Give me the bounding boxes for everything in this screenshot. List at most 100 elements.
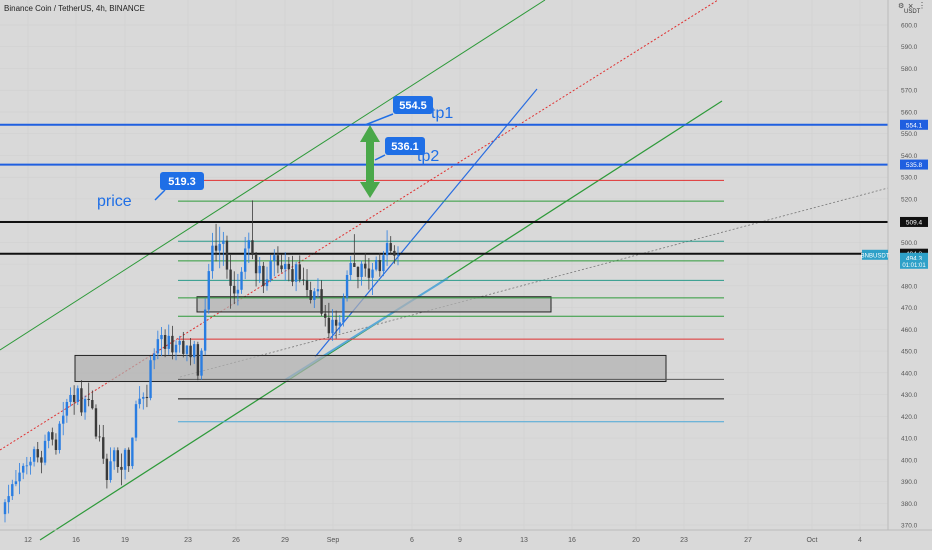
candle[interactable] xyxy=(280,254,283,273)
candle[interactable] xyxy=(174,340,178,361)
candle[interactable] xyxy=(94,404,98,440)
candle[interactable] xyxy=(58,421,61,454)
candle[interactable] xyxy=(152,348,156,370)
candle[interactable] xyxy=(116,447,120,473)
symbol-title[interactable]: Binance Coin / TetherUS, 4h, BINANCE xyxy=(4,4,145,13)
candle[interactable] xyxy=(374,256,378,272)
candle[interactable] xyxy=(298,255,301,283)
candle[interactable] xyxy=(225,235,229,279)
candle[interactable] xyxy=(51,427,54,446)
candle[interactable] xyxy=(320,280,323,316)
candle[interactable] xyxy=(305,269,309,298)
candle[interactable] xyxy=(302,267,305,286)
candle[interactable] xyxy=(229,253,232,309)
candle[interactable] xyxy=(123,448,127,480)
candle[interactable] xyxy=(193,340,196,364)
y-axis[interactable]: 370.0 380.0 390.0 400.0 410.0 420.0 430.0 440.0… xyxy=(901,23,918,530)
candle[interactable] xyxy=(163,329,167,358)
candle[interactable] xyxy=(178,335,181,353)
candle[interactable] xyxy=(98,424,101,442)
candle[interactable] xyxy=(371,263,374,295)
candle[interactable] xyxy=(364,252,367,277)
candle[interactable] xyxy=(265,266,269,291)
candle[interactable] xyxy=(21,463,25,480)
candle[interactable] xyxy=(360,260,363,286)
candle[interactable] xyxy=(291,255,294,287)
candle[interactable] xyxy=(142,392,145,410)
candle[interactable] xyxy=(276,246,280,274)
candle[interactable] xyxy=(378,253,382,277)
target-arrow[interactable] xyxy=(360,125,380,198)
candle[interactable] xyxy=(36,441,39,463)
candle[interactable] xyxy=(356,266,360,289)
candle[interactable] xyxy=(243,236,247,280)
candle[interactable] xyxy=(262,261,265,294)
current-price-tag[interactable]: BNBUSDT 01:01:01 xyxy=(861,249,928,269)
candle[interactable] xyxy=(294,261,298,292)
candle[interactable] xyxy=(254,251,258,287)
candle[interactable] xyxy=(331,309,334,341)
candle[interactable] xyxy=(324,305,327,327)
candle[interactable] xyxy=(160,326,163,357)
candle[interactable] xyxy=(345,270,349,302)
supply-demand-zone[interactable] xyxy=(196,296,552,313)
more-icon[interactable]: ⋮ xyxy=(918,1,926,10)
candle[interactable] xyxy=(349,256,352,281)
candle[interactable] xyxy=(258,256,261,283)
candle[interactable] xyxy=(80,380,83,416)
price-label[interactable]: 509.4 xyxy=(900,216,928,227)
candle[interactable] xyxy=(156,330,160,360)
candle[interactable] xyxy=(54,433,58,455)
candle[interactable] xyxy=(120,453,123,486)
price-label[interactable]: 554.1 xyxy=(900,119,928,130)
candle[interactable] xyxy=(309,281,312,304)
candle[interactable] xyxy=(62,401,65,436)
candle[interactable] xyxy=(149,355,152,401)
candle[interactable] xyxy=(138,386,141,409)
candle[interactable] xyxy=(251,200,254,260)
candle[interactable] xyxy=(393,245,396,264)
candle[interactable] xyxy=(316,278,320,298)
candle[interactable] xyxy=(167,324,170,355)
gear-icon[interactable]: ⚙ xyxy=(898,3,905,10)
price-label[interactable]: 494.3 xyxy=(900,252,928,263)
candle[interactable] xyxy=(65,398,69,423)
candle[interactable] xyxy=(69,387,72,407)
candle[interactable] xyxy=(287,256,291,282)
candle[interactable] xyxy=(102,425,105,464)
candle[interactable] xyxy=(47,431,50,449)
candle[interactable] xyxy=(72,385,76,415)
candle[interactable] xyxy=(247,232,251,264)
candle[interactable] xyxy=(214,223,218,262)
candle[interactable] xyxy=(342,293,345,327)
candle[interactable] xyxy=(3,499,7,523)
candle[interactable] xyxy=(87,382,90,407)
candle[interactable] xyxy=(134,400,138,442)
supply-demand-zone[interactable] xyxy=(74,354,667,383)
candle[interactable] xyxy=(203,298,207,355)
candle[interactable] xyxy=(211,232,214,279)
candle[interactable] xyxy=(269,255,272,283)
price-label[interactable]: 535.8 xyxy=(900,159,928,170)
callout[interactable]: 554.5 tp1 xyxy=(364,96,453,126)
candle[interactable] xyxy=(327,302,331,339)
candle[interactable] xyxy=(385,230,389,266)
candle[interactable] xyxy=(313,288,316,309)
candle[interactable] xyxy=(283,252,287,281)
candle[interactable] xyxy=(200,348,203,380)
candle[interactable] xyxy=(396,246,400,266)
candle[interactable] xyxy=(11,479,14,500)
candle[interactable] xyxy=(233,271,236,305)
candle[interactable] xyxy=(29,456,32,475)
candle[interactable] xyxy=(109,447,112,483)
candle[interactable] xyxy=(367,258,371,290)
candle[interactable] xyxy=(334,310,338,339)
candle[interactable] xyxy=(131,437,134,469)
candle[interactable] xyxy=(189,338,192,366)
candle[interactable] xyxy=(389,236,392,255)
candle[interactable] xyxy=(127,447,130,472)
candle[interactable] xyxy=(236,273,240,306)
callout[interactable]: 519.3 price xyxy=(97,172,204,210)
